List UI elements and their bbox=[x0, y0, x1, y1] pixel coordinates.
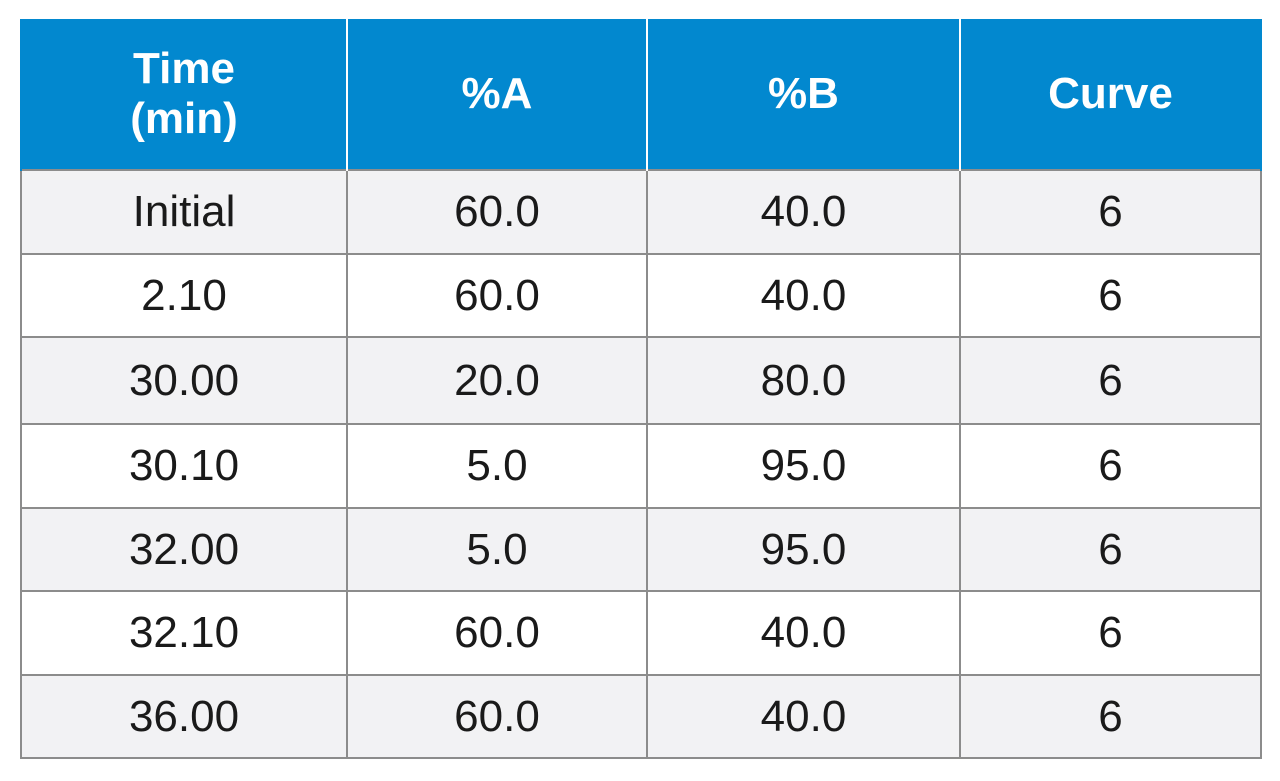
gradient-table-container: Time (min) %A %B Curve Initial 60.0 40.0 bbox=[20, 19, 1262, 759]
cell-curve: 6 bbox=[959, 507, 1262, 592]
table-row: Initial 60.0 40.0 6 bbox=[20, 169, 1262, 255]
header-percent-a: %A bbox=[346, 19, 648, 170]
cell-curve: 6 bbox=[959, 253, 1262, 338]
table-row: 36.00 60.0 40.0 6 bbox=[20, 674, 1262, 759]
cell-time: 36.00 bbox=[20, 674, 348, 759]
cell-time: 32.10 bbox=[20, 590, 348, 676]
cell-percent-a: 60.0 bbox=[346, 169, 648, 255]
header-percent-a-label: %A bbox=[461, 69, 533, 118]
cell-curve: 6 bbox=[959, 169, 1262, 255]
cell-curve: 6 bbox=[959, 423, 1262, 509]
cell-time: 30.00 bbox=[20, 336, 348, 425]
cell-percent-b: 95.0 bbox=[646, 423, 961, 509]
table-row: 2.10 60.0 40.0 6 bbox=[20, 253, 1262, 338]
cell-percent-b: 40.0 bbox=[646, 590, 961, 676]
cell-percent-b: 80.0 bbox=[646, 336, 961, 425]
header-time: Time (min) bbox=[20, 19, 348, 170]
cell-percent-b: 40.0 bbox=[646, 253, 961, 338]
cell-percent-b: 40.0 bbox=[646, 674, 961, 759]
cell-percent-b: 40.0 bbox=[646, 169, 961, 255]
cell-percent-a: 60.0 bbox=[346, 590, 648, 676]
header-percent-b: %B bbox=[646, 19, 961, 170]
table-row: 32.00 5.0 95.0 6 bbox=[20, 507, 1262, 592]
cell-percent-b: 95.0 bbox=[646, 507, 961, 592]
table-row: 30.10 5.0 95.0 6 bbox=[20, 423, 1262, 509]
cell-percent-a: 5.0 bbox=[346, 423, 648, 509]
cell-percent-a: 5.0 bbox=[346, 507, 648, 592]
cell-curve: 6 bbox=[959, 590, 1262, 676]
cell-time: Initial bbox=[20, 169, 348, 255]
header-curve: Curve bbox=[959, 19, 1262, 170]
cell-percent-a: 60.0 bbox=[346, 253, 648, 338]
table-row: 32.10 60.0 40.0 6 bbox=[20, 590, 1262, 676]
cell-time: 30.10 bbox=[20, 423, 348, 509]
table-header-row: Time (min) %A %B Curve bbox=[20, 19, 1262, 170]
header-curve-label: Curve bbox=[1048, 69, 1173, 118]
cell-time: 32.00 bbox=[20, 507, 348, 592]
cell-time: 2.10 bbox=[20, 253, 348, 338]
header-percent-b-label: %B bbox=[768, 69, 839, 118]
header-time-line2: (min) bbox=[130, 94, 238, 143]
cell-curve: 6 bbox=[959, 674, 1262, 759]
table-row: 30.00 20.0 80.0 6 bbox=[20, 336, 1262, 425]
header-time-line1: Time bbox=[133, 44, 235, 93]
cell-curve: 6 bbox=[959, 336, 1262, 425]
cell-percent-a: 60.0 bbox=[346, 674, 648, 759]
cell-percent-a: 20.0 bbox=[346, 336, 648, 425]
gradient-table: Time (min) %A %B Curve Initial 60.0 40.0 bbox=[20, 19, 1262, 759]
